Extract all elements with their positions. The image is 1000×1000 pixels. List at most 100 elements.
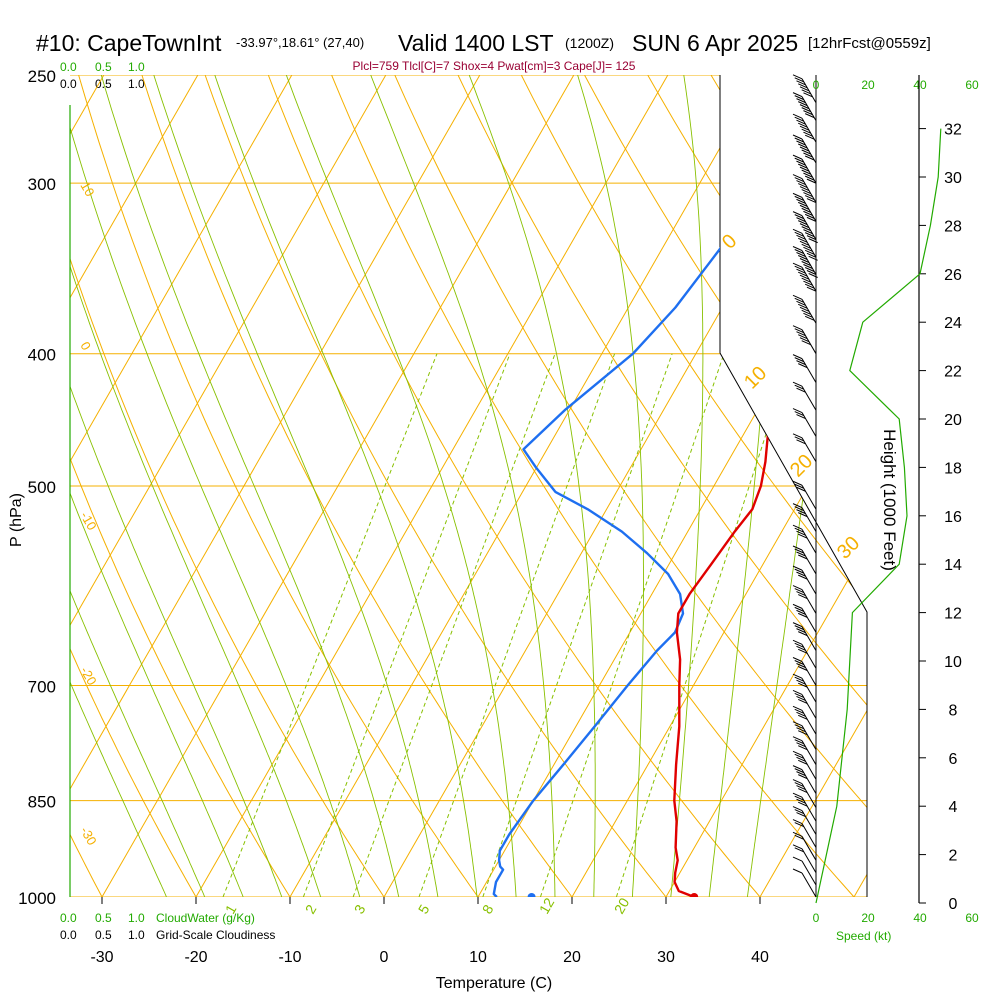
dry-adiabat [446, 75, 867, 897]
mixing-ratio-label: 3 [351, 902, 369, 917]
height-tick-label: 2 [949, 848, 958, 865]
chart-location: -33.97°,18.61° (27,40) [236, 35, 364, 50]
isotherm-line [948, 75, 1000, 897]
mixing-ratio-label: 2 [302, 902, 320, 917]
wind-barb [792, 246, 818, 278]
speed-tick-bottom: 0 [813, 911, 820, 925]
moist-adiabat [70, 75, 331, 897]
wind-barb [792, 113, 817, 143]
chart-forecast: [12hrFcst@0559z] [808, 35, 931, 52]
cloudiness-scale-bottom-1: 0.5 [95, 928, 112, 942]
height-tick-label: 4 [949, 799, 958, 816]
moist-adiabat [468, 75, 596, 897]
dry-adiabat [70, 75, 214, 897]
mixing-ratio-line [539, 353, 725, 897]
isotherm-label: 10 [740, 362, 771, 393]
speed-tick-top: 60 [965, 78, 979, 92]
dry-adiabat [508, 75, 867, 897]
mixing-ratio-label: 5 [415, 902, 433, 917]
temp-tick-label: -30 [90, 949, 113, 966]
wind-barb [792, 228, 818, 261]
speed-tick-bottom: 20 [861, 911, 875, 925]
wind-barb [792, 603, 817, 633]
moist-adiabat [285, 75, 519, 897]
cloudwater-scale-top-2: 1.0 [128, 60, 145, 74]
wind-barb [792, 524, 817, 554]
mixing-ratio-line [222, 353, 438, 897]
dry-adiabat-label: -20 [77, 664, 99, 688]
dry-adiabat [196, 75, 690, 897]
wind-barb [792, 565, 817, 595]
speed-tick-bottom: 60 [965, 911, 979, 925]
wind-barb [792, 154, 817, 184]
mixing-ratio-label: 12 [536, 895, 558, 917]
cloudiness-scale-bottom-2: 1.0 [128, 928, 145, 942]
wind-barb [792, 844, 817, 874]
y-axis-label: P (hPa) [8, 493, 25, 547]
speed-tick-top: 20 [861, 78, 875, 92]
moist-adiabat [153, 75, 444, 897]
isotherm-line [289, 75, 763, 897]
height-tick-label: 22 [944, 364, 962, 381]
moist-adiabat [214, 75, 481, 897]
wind-barb [792, 174, 817, 204]
wind-barb [792, 480, 817, 510]
wind-barb [792, 736, 817, 765]
wind-barb [792, 381, 817, 411]
chart-title: #10: CapeTownInt [36, 30, 222, 56]
pressure-label-250: 250 [28, 67, 56, 86]
wind-barb [792, 690, 817, 719]
cloudwater-scale-top-0: 0.0 [60, 60, 77, 74]
pressure-label-1000: 1000 [18, 889, 56, 908]
dry-adiabat [884, 51, 1000, 926]
speed-tick-top: 40 [913, 78, 927, 92]
height-tick-label: 32 [944, 122, 962, 139]
wind-barb [792, 868, 817, 898]
dry-adiabat-label: 0 [77, 339, 94, 353]
wind-barb [792, 721, 817, 750]
chart-date: SUN 6 Apr 2025 [632, 30, 798, 56]
speed-tick-bottom: 40 [913, 911, 927, 925]
mixing-ratio-label: 8 [479, 902, 497, 917]
wind-barb [792, 74, 817, 104]
surface-temperature-marker [690, 893, 699, 897]
moist-adiabat [70, 75, 293, 897]
height-tick-label: 30 [944, 170, 962, 187]
isotherm-line [477, 75, 867, 897]
moist-adiabat [70, 75, 180, 897]
chart-params: Plcl=759 Tlcl[C]=7 Shox=4 Pwat[cm]=3 Cap… [353, 59, 636, 73]
wind-barb [792, 354, 817, 383]
pressure-label-500: 500 [28, 478, 56, 497]
wind-barb [792, 750, 817, 780]
height-tick-label: 8 [949, 702, 958, 719]
temperature-profile [673, 102, 808, 897]
wind-barb [792, 831, 817, 861]
chart-zulu: (1200Z) [565, 35, 614, 51]
isotherm-line [665, 75, 867, 897]
dry-adiabat [321, 75, 867, 897]
isotherm-line [70, 75, 293, 897]
dewpoint-profile [492, 102, 766, 897]
height-tick-label: 6 [949, 751, 958, 768]
isotherm-line [195, 75, 669, 897]
isotherm-line [0, 75, 10, 897]
moist-adiabat [70, 75, 256, 897]
wind-barb [792, 779, 817, 808]
wind-barb [792, 262, 817, 292]
dry-adiabat-label: 10 [77, 179, 97, 199]
wind-barb [792, 806, 817, 835]
isotherm-label: 0 [718, 230, 741, 253]
pressure-label-400: 400 [28, 346, 56, 365]
pressure-label-300: 300 [28, 175, 56, 194]
moist-adiabat [70, 75, 368, 897]
wind-speed-profile [815, 128, 942, 904]
wind-barb [792, 325, 817, 354]
chart-valid: Valid 1400 LST [398, 30, 554, 56]
isotherm-line [70, 75, 199, 897]
wind-barb [792, 408, 817, 437]
wind-barb [792, 673, 817, 703]
dry-adiabat [70, 75, 118, 897]
mixing-ratio-line [352, 353, 556, 897]
temp-tick-label: 40 [751, 949, 769, 966]
wind-barb [792, 705, 817, 735]
